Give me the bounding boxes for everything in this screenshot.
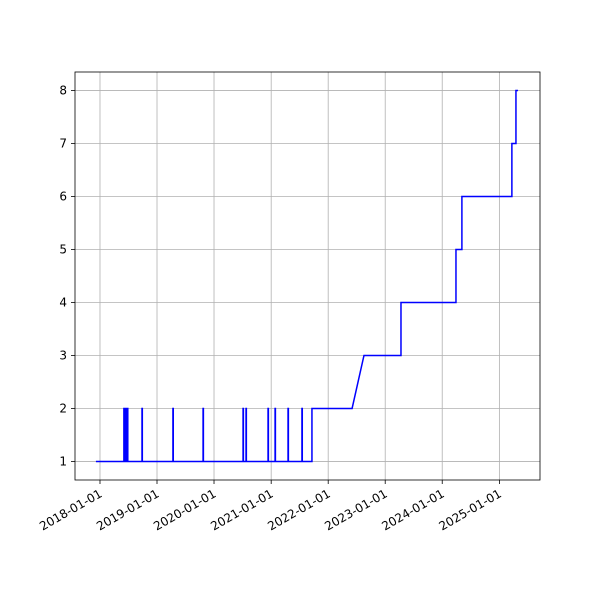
y-tick-label: 4 (59, 295, 67, 309)
axes: 123456782018-01-012019-01-012020-01-0120… (37, 84, 504, 534)
x-tick-label: 2021-01-01 (208, 486, 275, 533)
x-tick-label: 2018-01-01 (37, 486, 104, 533)
y-tick-label: 6 (59, 190, 67, 204)
y-tick-label: 8 (59, 84, 67, 98)
x-tick-label: 2020-01-01 (151, 486, 218, 533)
x-tick-label: 2025-01-01 (436, 486, 503, 533)
x-tick-label: 2022-01-01 (265, 486, 332, 533)
x-tick-label: 2019-01-01 (94, 486, 161, 533)
line (95, 89, 518, 463)
y-tick-label: 5 (59, 243, 67, 257)
y-tick-label: 1 (59, 454, 67, 468)
axes-frame (74, 71, 541, 481)
x-tick-label: 2024-01-01 (379, 486, 446, 533)
grid (75, 72, 540, 480)
plot-area (95, 89, 518, 463)
y-tick-label: 7 (59, 137, 67, 151)
y-tick-label: 2 (59, 401, 67, 415)
y-tick-label: 3 (59, 348, 67, 362)
x-tick-label: 2023-01-01 (322, 486, 389, 533)
